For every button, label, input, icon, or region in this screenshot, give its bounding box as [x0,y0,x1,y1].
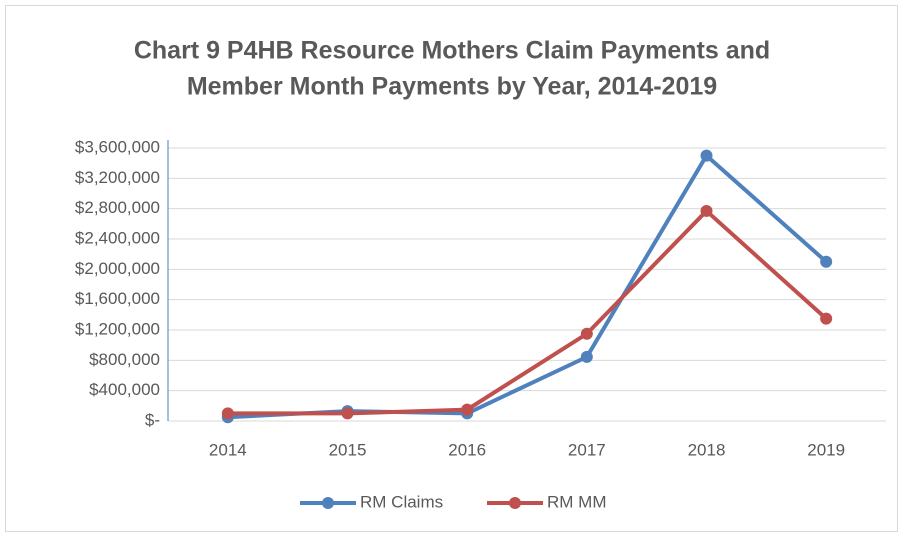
y-tick-label: $400,000 [89,380,160,399]
chart-border [5,5,898,532]
data-point [700,204,713,217]
y-tick-label: $2,800,000 [75,198,160,217]
legend-marker [322,497,334,509]
y-tick-label: $1,600,000 [75,289,160,308]
y-tick-label: $3,600,000 [75,137,160,156]
chart-title: Member Month Payments by Year, 2014-2019 [187,73,717,101]
y-tick-label: $3,200,000 [75,168,160,187]
y-tick-label: $2,400,000 [75,228,160,247]
x-tick-label: 2018 [688,440,726,459]
data-point [221,407,234,420]
data-point [700,149,713,162]
legend-marker [509,497,521,509]
x-tick-label: 2016 [448,440,486,459]
data-point [580,327,593,340]
data-point [461,403,474,416]
legend-label: RM MM [547,492,606,511]
y-tick-label: $800,000 [89,350,160,369]
series-line [227,208,828,416]
y-tick-label: $- [145,410,160,429]
data-point [820,255,833,268]
data-point [341,407,354,420]
y-tick-label: $2,000,000 [75,259,160,278]
chart-title: Chart 9 P4HB Resource Mothers Claim Paym… [134,37,770,65]
y-tick-label: $1,200,000 [75,319,160,338]
x-tick-label: 2014 [209,440,247,459]
x-tick-label: 2017 [568,440,606,459]
legend-label: RM Claims [360,492,443,511]
x-tick-label: 2015 [329,440,367,459]
x-tick-label: 2019 [807,440,845,459]
data-point [820,312,833,325]
data-point [580,350,593,363]
